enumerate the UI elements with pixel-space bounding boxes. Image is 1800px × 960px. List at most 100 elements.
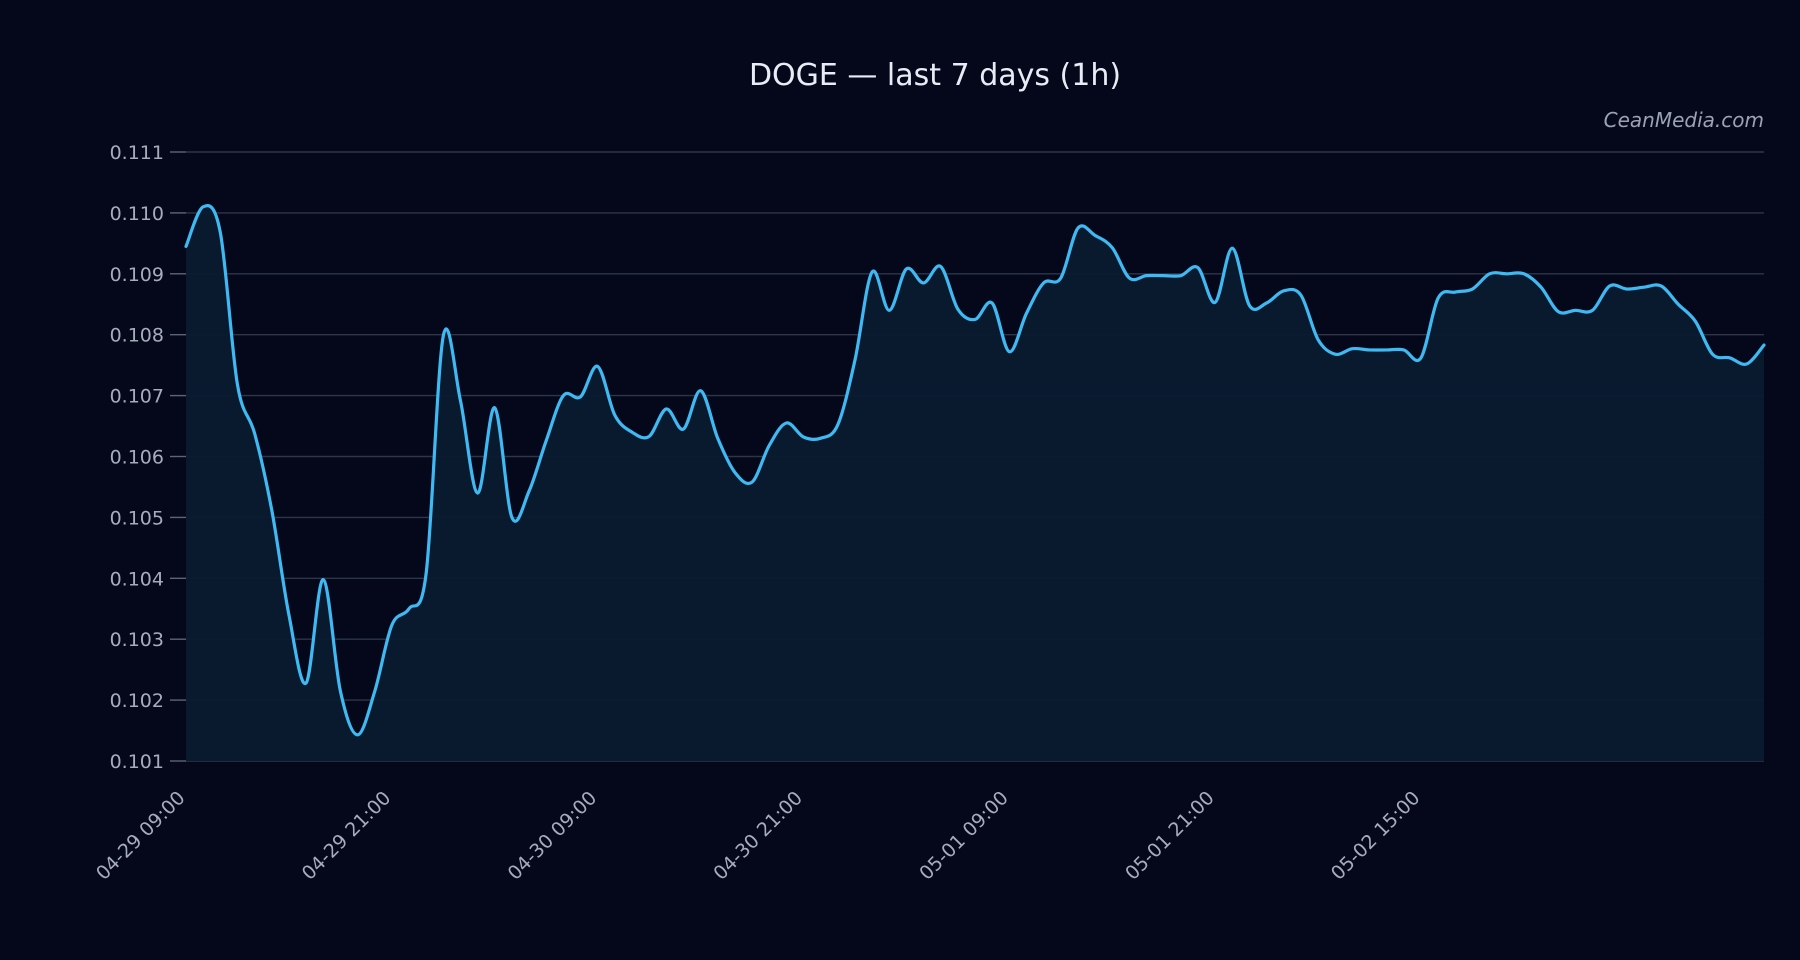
data-point-64 — [1282, 289, 1286, 293]
chart-title: DOGE — last 7 days (1h) — [749, 58, 1121, 93]
data-point-14 — [424, 571, 428, 575]
data-point-10 — [356, 733, 360, 737]
data-point-23 — [579, 395, 583, 399]
data-point-63 — [1265, 301, 1269, 305]
data-point-62 — [1247, 303, 1251, 307]
ytick-label-1: 0.102 — [110, 690, 164, 712]
data-point-26 — [630, 430, 634, 434]
xtick-label-5: 05-01 21:00 — [1121, 787, 1219, 885]
data-point-27 — [647, 434, 651, 438]
data-point-91 — [1745, 362, 1749, 366]
data-point-36 — [801, 435, 805, 439]
data-point-78 — [1522, 272, 1526, 276]
data-point-87 — [1676, 302, 1680, 306]
xtick-label-4: 05-01 09:00 — [915, 787, 1013, 885]
data-point-83 — [1608, 284, 1612, 288]
data-point-57 — [1162, 274, 1166, 278]
ytick-label-7: 0.108 — [110, 325, 164, 347]
data-point-48 — [1007, 350, 1011, 354]
data-point-49 — [1024, 311, 1028, 315]
data-point-1 — [201, 205, 205, 209]
y-axis-ticks: 0.101 0.102 0.103 0.104 0.105 0.106 0.107 0.108… — [110, 142, 186, 773]
data-point-11 — [373, 690, 377, 694]
data-point-47 — [990, 301, 994, 305]
data-point-29 — [681, 427, 685, 431]
ytick-label-5: 0.106 — [110, 447, 164, 469]
data-point-2 — [218, 230, 222, 234]
data-point-68 — [1350, 347, 1354, 351]
data-point-20 — [527, 489, 531, 493]
data-point-9 — [338, 689, 342, 693]
data-point-77 — [1505, 272, 1509, 276]
data-point-8 — [321, 578, 325, 582]
data-point-89 — [1711, 352, 1715, 356]
xtick-label-3: 04-30 21:00 — [709, 787, 807, 885]
data-point-76 — [1488, 272, 1492, 276]
ytick-label-10: 0.111 — [110, 142, 164, 164]
data-point-41 — [887, 308, 891, 312]
x-axis-ticks: 04-29 09:00 04-29 21:00 04-30 09:00 04-30 2… — [92, 787, 1425, 885]
ytick-label-2: 0.103 — [110, 629, 164, 651]
xtick-label-6: 05-02 15:00 — [1327, 787, 1425, 885]
data-point-43 — [922, 281, 926, 285]
data-point-25 — [613, 413, 617, 417]
data-point-61 — [1230, 246, 1234, 250]
data-point-56 — [1145, 274, 1149, 278]
data-point-38 — [836, 423, 840, 427]
data-point-12 — [390, 623, 394, 627]
data-point-67 — [1333, 352, 1337, 356]
data-point-53 — [1093, 233, 1097, 237]
data-point-31 — [716, 436, 720, 440]
data-point-51 — [1059, 276, 1063, 280]
data-point-32 — [733, 470, 737, 474]
xtick-label-0: 04-29 09:00 — [92, 787, 190, 885]
data-point-81 — [1573, 308, 1577, 312]
series-layer — [184, 204, 1766, 761]
data-point-52 — [1076, 226, 1080, 230]
ytick-label-3: 0.104 — [110, 568, 164, 590]
data-point-69 — [1368, 348, 1372, 352]
data-point-7 — [304, 681, 308, 685]
data-point-0 — [184, 244, 188, 248]
xtick-label-2: 04-30 09:00 — [504, 787, 602, 885]
data-point-70 — [1385, 348, 1389, 352]
ytick-label-8: 0.109 — [110, 264, 164, 286]
data-point-60 — [1213, 300, 1217, 304]
data-point-90 — [1728, 356, 1732, 360]
data-point-17 — [476, 491, 480, 495]
data-point-39 — [853, 358, 857, 362]
data-point-85 — [1642, 285, 1646, 289]
data-point-24 — [596, 364, 600, 368]
data-point-21 — [544, 439, 548, 443]
data-point-34 — [767, 444, 771, 448]
data-point-58 — [1179, 274, 1183, 278]
data-point-46 — [973, 317, 977, 321]
xtick-label-1: 04-29 21:00 — [298, 787, 396, 885]
data-point-37 — [819, 436, 823, 440]
data-point-13 — [407, 607, 411, 611]
data-point-45 — [956, 307, 960, 311]
data-point-18 — [493, 406, 497, 410]
data-point-40 — [870, 270, 874, 274]
watermark-text: CeanMedia.com — [1604, 108, 1764, 132]
data-point-66 — [1316, 338, 1320, 342]
ytick-label-9: 0.110 — [110, 203, 164, 225]
data-point-75 — [1470, 287, 1474, 291]
data-point-6 — [287, 613, 291, 617]
data-point-44 — [939, 264, 943, 268]
data-point-72 — [1419, 356, 1423, 360]
data-point-88 — [1693, 319, 1697, 323]
data-point-5 — [270, 508, 274, 512]
data-point-73 — [1436, 296, 1440, 300]
data-point-74 — [1453, 290, 1457, 294]
data-point-65 — [1299, 293, 1303, 297]
data-point-84 — [1625, 287, 1629, 291]
data-point-30 — [699, 389, 703, 393]
data-point-28 — [664, 407, 668, 411]
data-point-4 — [253, 431, 257, 435]
data-point-54 — [1110, 246, 1114, 250]
data-point-59 — [1196, 266, 1200, 270]
data-point-33 — [750, 480, 754, 484]
ytick-label-6: 0.107 — [110, 386, 164, 408]
